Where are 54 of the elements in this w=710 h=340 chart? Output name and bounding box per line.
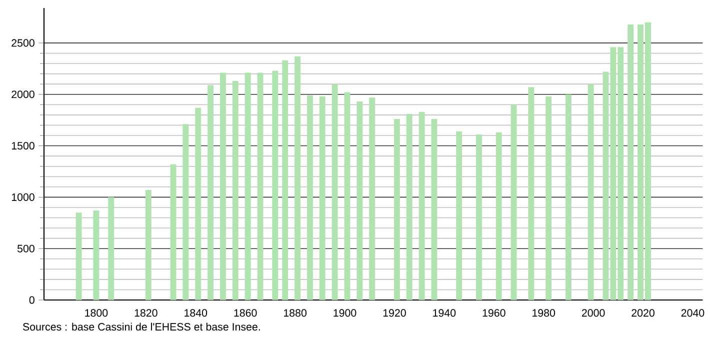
bar [244,72,251,300]
bar [170,164,176,300]
bar [76,212,82,300]
x-tick-label: 1960 [482,309,506,317]
bar [282,60,288,300]
x-tick-label: 1800 [85,309,108,317]
x-tick-label: 1820 [134,309,158,317]
bar [406,114,412,300]
bar [510,104,517,300]
x-tick-label: 1900 [334,309,356,317]
source-note: Sources : base Cassini de l'EHESS et base Insee. [22,322,260,331]
y-tick-label: 0 [29,296,34,304]
bar [195,108,202,300]
x-tick-label: 2000 [582,309,605,317]
bar [145,190,152,300]
bar [476,134,482,300]
bar [182,124,189,300]
bar [418,112,425,300]
y-tick-label: 500 [17,244,34,252]
bar [394,119,400,300]
x-tick-label: 1940 [433,309,456,317]
x-tick-label: 2040 [681,309,704,317]
x-tick-label: 1840 [184,309,208,317]
y-tick-label: 2000 [12,90,34,98]
bar [546,96,552,300]
x-tick-label: 1880 [284,309,306,317]
bar [319,96,326,300]
bar [332,84,338,300]
bar [344,92,350,300]
bar [208,85,214,300]
bar [565,94,572,300]
bar [628,24,634,300]
bar [588,84,594,300]
x-tick-label: 2020 [632,309,654,317]
bar [272,70,278,300]
x-tick-label: 1980 [532,309,556,317]
bar [93,210,100,300]
bar [356,102,363,300]
bar [369,97,376,300]
bar [496,132,502,300]
x-tick-label: 1920 [383,309,406,317]
y-tick-label: 2500 [12,39,34,47]
bar [108,197,114,300]
bar [431,119,438,300]
bar [528,87,534,300]
bar [220,72,226,300]
y-tick-label: 1000 [12,193,34,201]
y-tick-label: 1500 [12,142,34,150]
x-tick-label: 1860 [234,309,257,317]
bar [306,95,313,300]
bar [257,72,264,300]
bar [232,81,238,300]
bar [456,131,462,300]
bar [294,56,301,300]
